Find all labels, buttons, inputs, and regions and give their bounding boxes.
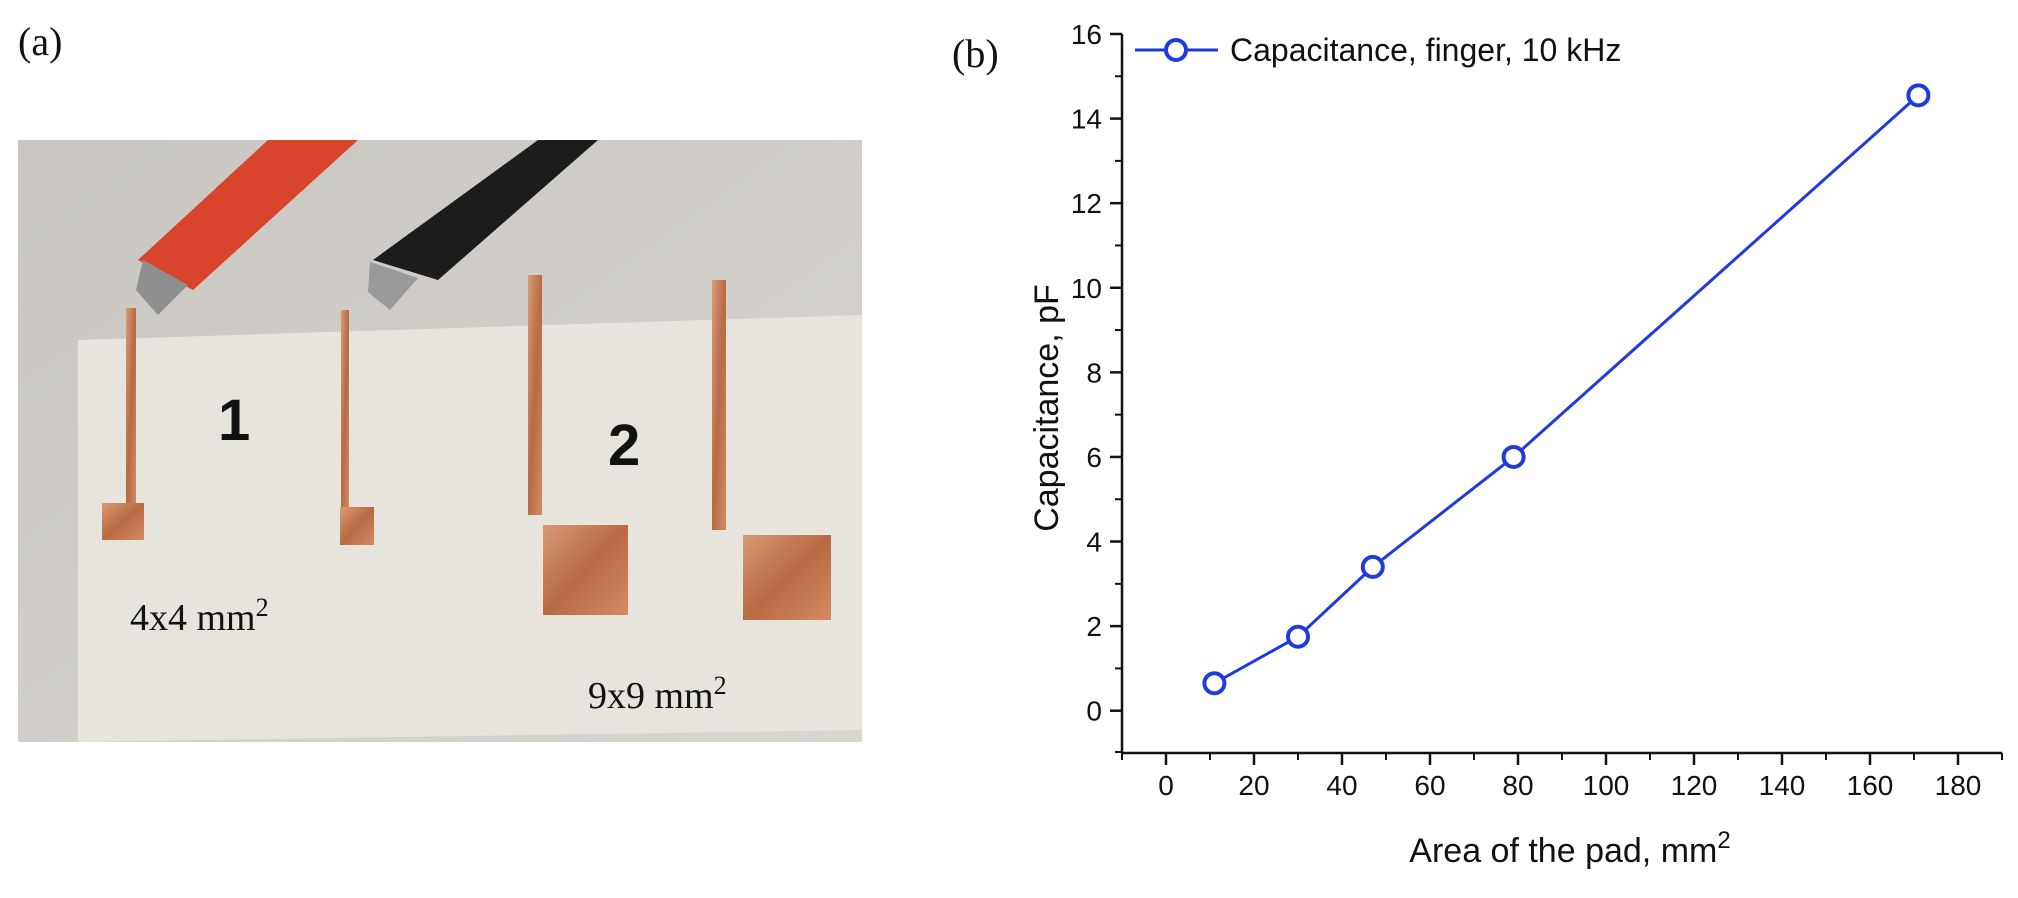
legend: Capacitance, finger, 10 kHz [1135,32,1621,68]
x-axis-label: Area of the pad, mm2 [1409,827,1730,870]
data-point [1906,83,1931,108]
y-axis-label: Capacitance, pF [1028,284,1066,532]
trace-2 [341,310,349,515]
substrate-film [78,315,862,742]
sensor-photo: 1 2 4x4 mm2 9x9 mm2 [18,140,862,742]
data-point [1360,554,1385,579]
large-pad-label: 9x9 mm2 [588,671,727,717]
large-pad-label-superscript: 2 [714,671,727,700]
handwritten-mark-2: 2 [608,413,640,478]
small-pad-label: 4x4 mm2 [130,593,269,639]
y-tick-label: 14 [1071,104,1102,135]
x-tick-label: 60 [1414,770,1445,801]
legend-marker [1164,38,1188,62]
x-tick-label: 180 [1935,770,1982,801]
small-pad-1 [102,503,144,540]
y-tick-label: 12 [1071,188,1102,219]
x-tick-label: 160 [1847,770,1894,801]
panel-a-label: (a) [18,19,63,64]
x-tick-label: 0 [1158,770,1174,801]
y-tick-label: 6 [1086,442,1102,473]
red-probe-tip [136,260,188,315]
red-probe-clip [138,140,358,290]
panel-b-label: (b) [952,31,999,76]
x-tick-label: 100 [1583,770,1630,801]
x-tick-label: 140 [1759,770,1806,801]
y-tick-label: 4 [1086,527,1102,558]
x-tick-label: 40 [1326,770,1357,801]
x-tick-label: 80 [1502,770,1533,801]
large-pad-1 [543,525,628,615]
black-probe-tip [368,262,418,310]
series-line [1213,94,1920,685]
data-point [1501,444,1526,469]
x-tick-label: 20 [1238,770,1269,801]
series-layer [1202,83,1931,696]
small-pad-label-superscript: 2 [256,593,269,622]
y-tick-label: 2 [1086,611,1102,642]
x-tick-label: 120 [1671,770,1718,801]
data-point [1286,624,1310,649]
trace-3 [528,275,542,515]
trace-1 [126,308,136,513]
large-pad-2 [743,535,831,620]
x-axis-label-superscript: 2 [1717,827,1730,854]
black-probe-clip [373,140,598,280]
data-point [1202,671,1227,696]
small-pad-2 [340,507,374,545]
trace-4 [712,280,726,530]
y-tick-label: 10 [1071,273,1102,304]
legend-label: Capacitance, finger, 10 kHz [1230,32,1621,68]
x-axis-label-text: Area of the pad, mm [1409,832,1717,870]
handwritten-mark-1: 1 [218,388,250,453]
y-tick-label: 0 [1086,696,1102,727]
y-tick-label: 16 [1071,19,1102,50]
y-tick-label: 8 [1086,357,1102,388]
